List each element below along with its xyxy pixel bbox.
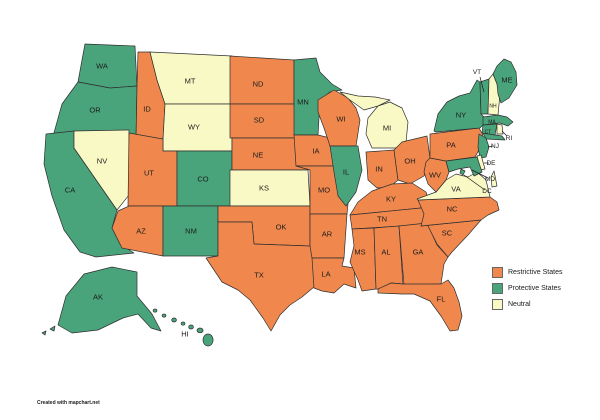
state-VT[interactable] <box>479 78 490 115</box>
state-KS[interactable] <box>229 169 311 207</box>
legend-label-neutral: Neutral <box>508 301 531 308</box>
state-IL[interactable] <box>329 145 363 207</box>
state-label-DE: DE <box>486 160 496 167</box>
state-SC[interactable] <box>420 219 482 258</box>
state-NJ[interactable] <box>477 133 490 159</box>
state-HI[interactable] <box>152 308 214 347</box>
leader-line-DC <box>463 174 486 191</box>
state-PA[interactable] <box>429 127 484 162</box>
state-TX[interactable] <box>205 221 315 332</box>
legend-swatch-neutral <box>492 299 503 310</box>
state-ME[interactable] <box>492 58 518 104</box>
state-RI[interactable] <box>496 123 504 135</box>
state-MT[interactable] <box>149 51 233 105</box>
legend-item-neutral: Neutral <box>492 299 562 310</box>
state-IN[interactable] <box>365 149 399 189</box>
state-WY[interactable] <box>162 103 233 152</box>
state-VA[interactable] <box>416 170 498 201</box>
legend-item-protective: Protective States <box>492 283 562 294</box>
state-AR[interactable] <box>309 213 348 259</box>
state-AK[interactable] <box>41 266 162 336</box>
state-NV[interactable] <box>73 129 130 211</box>
attribution-text: Created with mapchart.net <box>37 400 100 406</box>
state-label-VT: VT <box>473 69 481 76</box>
legend-swatch-protective <box>492 283 503 294</box>
state-label-HI: HI <box>181 330 189 339</box>
state-SD[interactable] <box>229 103 299 139</box>
legend-swatch-restrictive <box>492 267 503 278</box>
legend-label-restrictive: Restrictive States <box>508 269 563 276</box>
leader-line-RI <box>501 130 508 137</box>
leader-line-NJ <box>487 145 494 148</box>
legend-label-protective: Protective States <box>508 285 561 292</box>
state-ND[interactable] <box>229 55 295 105</box>
legend-item-restrictive: Restrictive States <box>492 267 562 278</box>
map-legend: Restrictive States Protective States Neutr… <box>492 267 562 310</box>
state-MI[interactable] <box>339 91 409 149</box>
state-MD[interactable] <box>445 156 483 177</box>
state-NC[interactable] <box>417 196 500 227</box>
state-CT[interactable] <box>481 123 498 136</box>
state-WI[interactable] <box>317 89 361 147</box>
state-DC[interactable] <box>459 168 466 176</box>
state-LA[interactable] <box>311 257 357 294</box>
leader-line-VT <box>479 76 485 93</box>
state-NM[interactable] <box>162 205 219 257</box>
state-FL[interactable] <box>377 279 463 332</box>
state-WA[interactable] <box>77 43 138 89</box>
state-CO[interactable] <box>176 150 233 207</box>
leader-line-MD <box>471 169 489 179</box>
state-AL[interactable] <box>373 225 404 292</box>
